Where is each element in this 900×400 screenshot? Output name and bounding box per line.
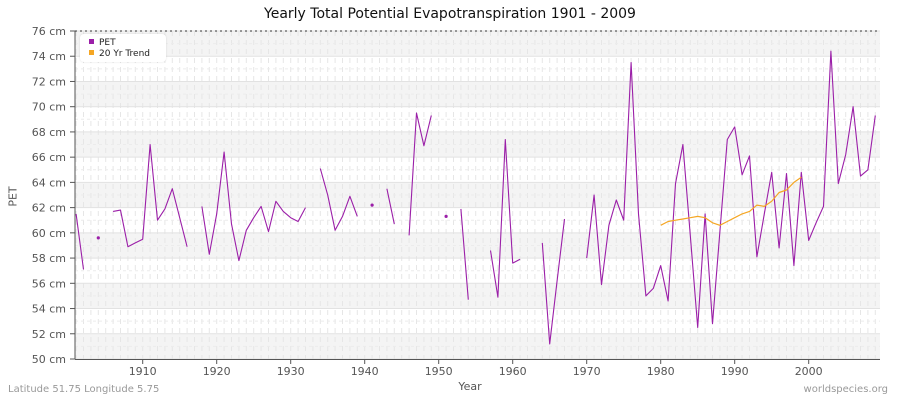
svg-text:64 cm: 64 cm: [32, 176, 66, 189]
footer-coordinates: Latitude 51.75 Longitude 5.75: [8, 384, 160, 395]
svg-text:1920: 1920: [203, 365, 231, 378]
x-axis-ticks: 1910 1920 1930 1940 1950 1960 1970 1980 1990 2000: [129, 359, 823, 378]
svg-text:66 cm: 66 cm: [32, 151, 66, 164]
svg-text:1910: 1910: [129, 365, 157, 378]
svg-text:54 cm: 54 cm: [32, 303, 66, 316]
footer-source: worldspecies.org: [803, 384, 888, 395]
svg-text:1930: 1930: [277, 365, 305, 378]
svg-text:2000: 2000: [795, 365, 823, 378]
svg-text:1970: 1970: [573, 365, 601, 378]
legend-label: 20 Yr Trend: [99, 49, 151, 59]
svg-text:1980: 1980: [647, 365, 675, 378]
y-axis-label: PET: [6, 186, 20, 207]
data-lines: [75, 50, 876, 345]
svg-text:72 cm: 72 cm: [32, 75, 66, 88]
trend-swatch-icon: [89, 50, 94, 55]
legend-item-pet: PET: [89, 38, 116, 48]
legend-label: PET: [99, 38, 116, 48]
svg-text:1990: 1990: [721, 365, 749, 378]
svg-text:74 cm: 74 cm: [32, 50, 66, 63]
chart-title: Yearly Total Potential Evapotranspiratio…: [264, 6, 636, 22]
svg-text:1960: 1960: [499, 365, 527, 378]
svg-text:1940: 1940: [351, 365, 379, 378]
legend-item-trend: 20 Yr Trend: [89, 49, 150, 59]
svg-text:52 cm: 52 cm: [32, 328, 66, 341]
svg-text:50 cm: 50 cm: [32, 353, 66, 366]
svg-text:76 cm: 76 cm: [32, 25, 66, 38]
svg-text:60 cm: 60 cm: [32, 227, 66, 240]
svg-text:1950: 1950: [425, 365, 453, 378]
svg-text:62 cm: 62 cm: [32, 202, 66, 215]
svg-text:56 cm: 56 cm: [32, 277, 66, 290]
svg-text:68 cm: 68 cm: [32, 126, 66, 139]
svg-text:70 cm: 70 cm: [32, 101, 66, 114]
axes: [74, 30, 880, 360]
svg-text:58 cm: 58 cm: [32, 252, 66, 265]
legend: PET 20 Yr Trend: [80, 34, 166, 62]
horizontal-gridlines: [75, 30, 880, 360]
y-axis-ticks: 50 cm 52 cm 54 cm 56 cm 58 cm 60 cm 62 cm 64 cm…: [32, 25, 75, 366]
pet-swatch-icon: [89, 39, 94, 44]
x-axis-label: Year: [458, 380, 482, 393]
